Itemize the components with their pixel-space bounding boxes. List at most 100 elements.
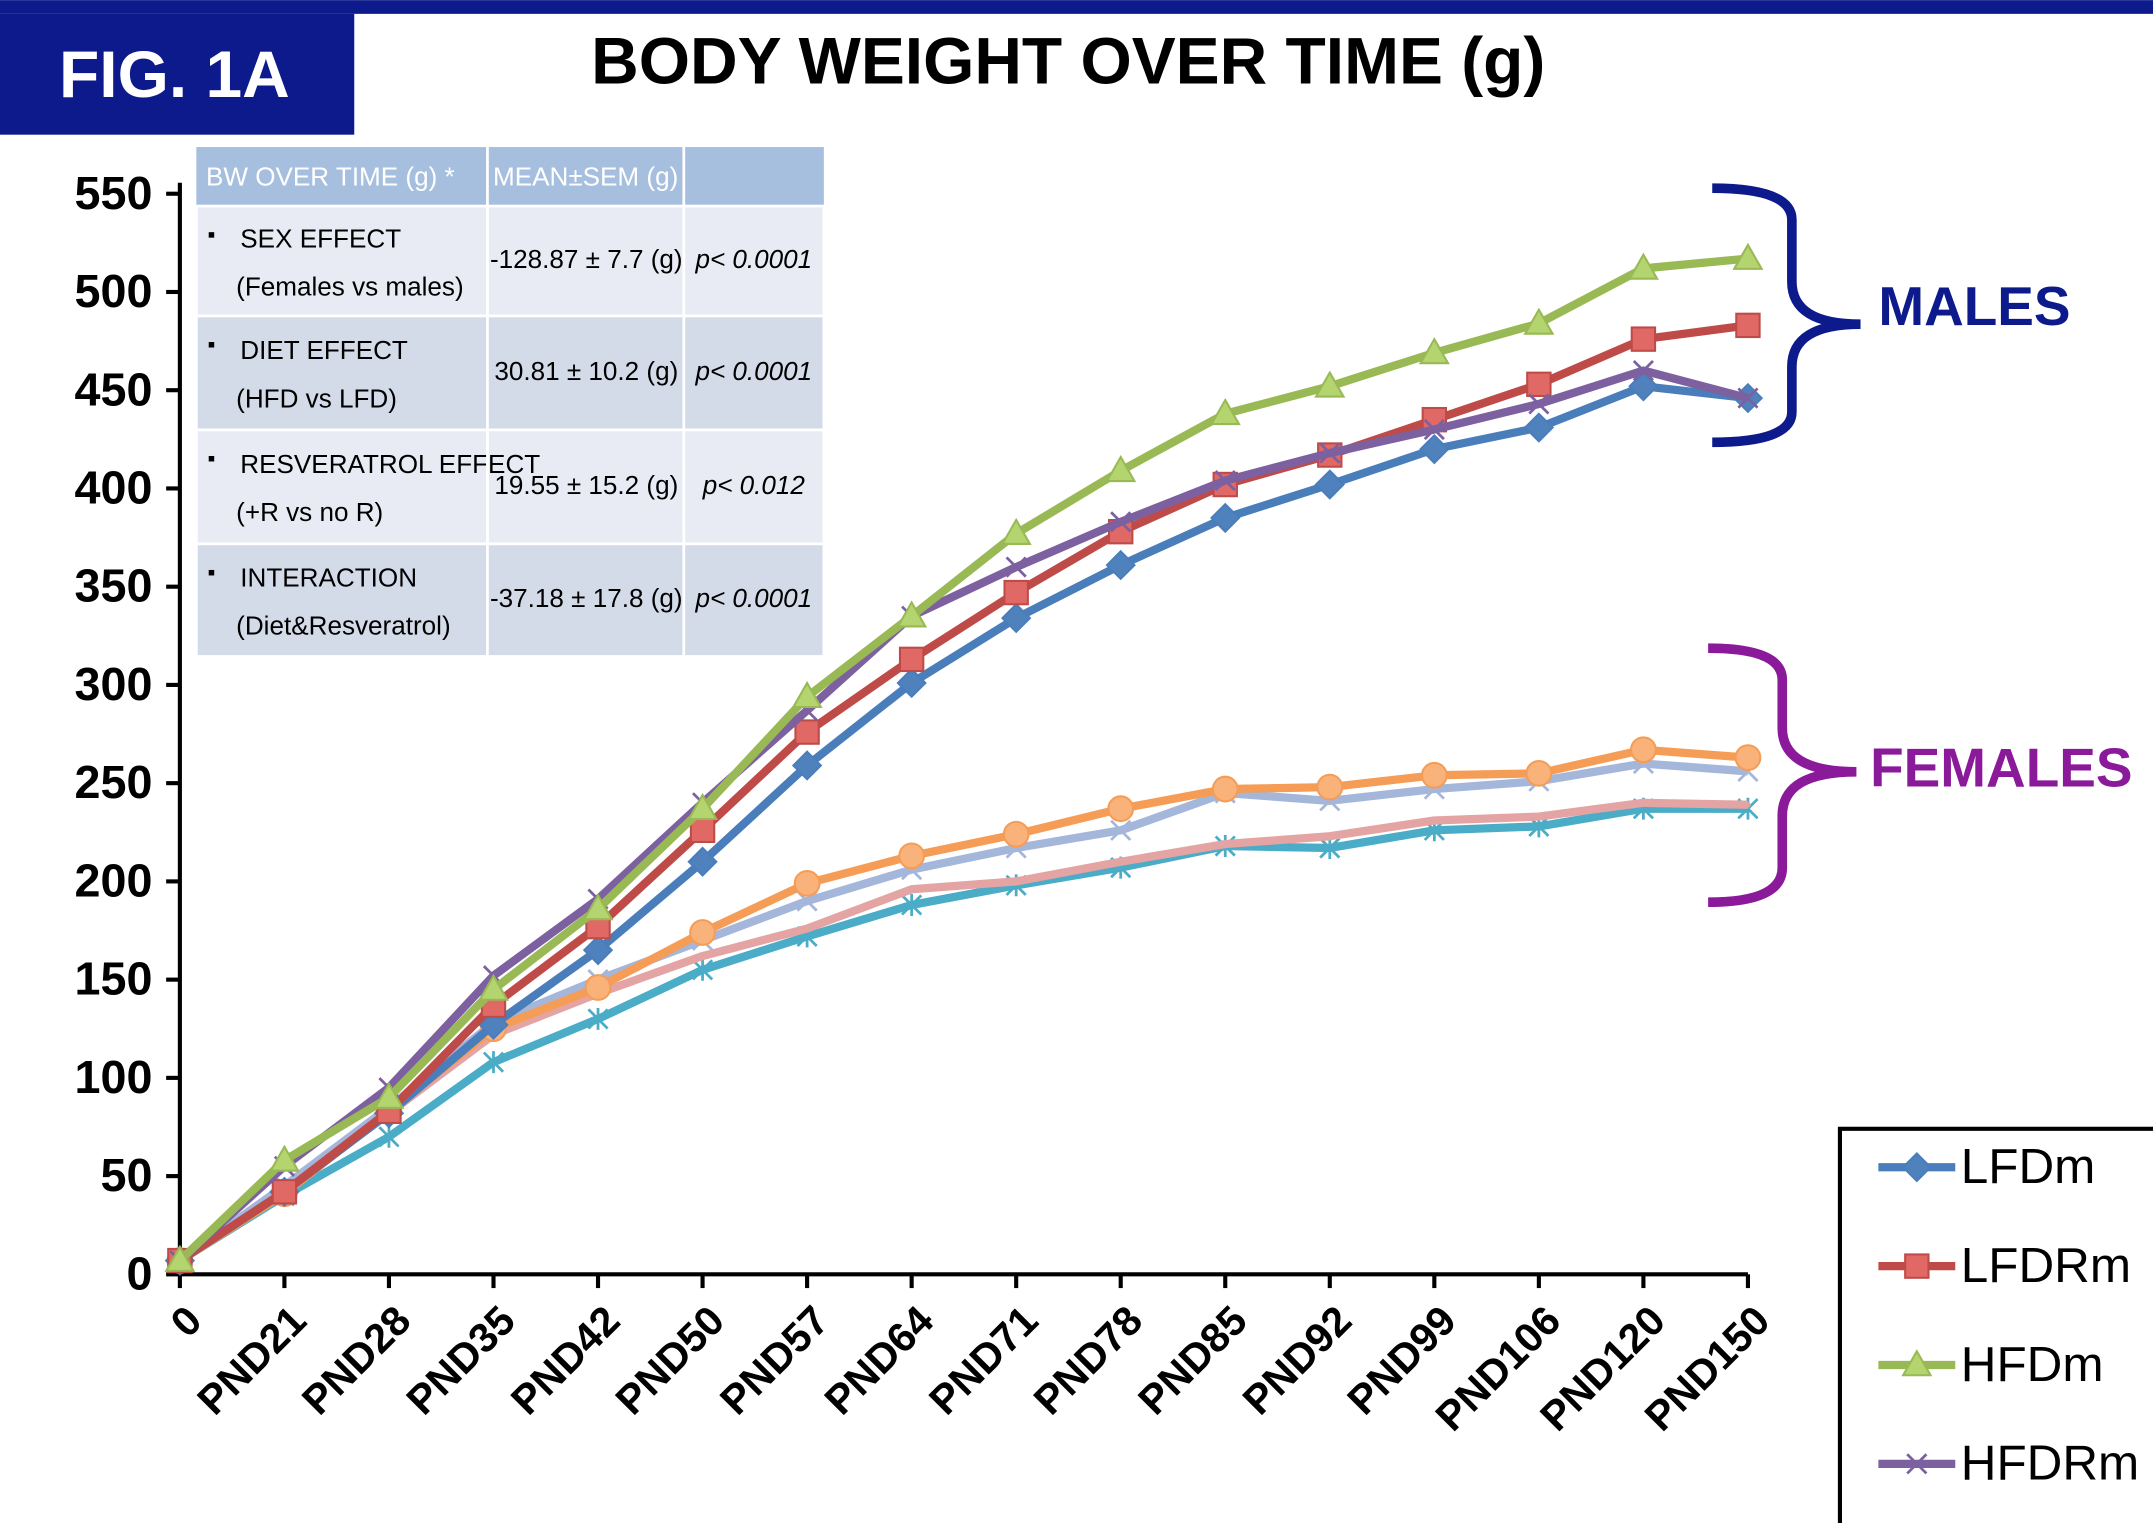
marker xyxy=(1525,759,1553,787)
table-header-cell: MEAN±SEM (g) xyxy=(493,162,678,192)
marker xyxy=(901,893,923,916)
marker xyxy=(1735,312,1761,339)
table-cell: -128.87 ± 7.7 (g) xyxy=(490,244,683,274)
marker xyxy=(1536,813,1542,820)
marker xyxy=(1003,579,1029,606)
marker xyxy=(1110,511,1132,533)
table-cell: p< 0.0001 xyxy=(694,583,812,613)
marker xyxy=(699,953,706,959)
y-tick-label: 300 xyxy=(75,658,153,710)
series-line xyxy=(177,759,1749,1264)
series-line xyxy=(177,366,1749,1264)
marker xyxy=(793,869,821,897)
marker xyxy=(1419,433,1450,465)
x-tick-label: PND28 xyxy=(293,1297,419,1423)
y-tick-label: 150 xyxy=(75,953,153,1005)
table-cell: (HFD vs LFD) xyxy=(236,383,397,413)
marker xyxy=(1107,795,1135,823)
x-tick-label: PND21 xyxy=(189,1297,315,1423)
marker xyxy=(1906,1453,1928,1475)
y-tick-label: 550 xyxy=(75,167,153,219)
marker xyxy=(1630,736,1657,764)
marker xyxy=(794,719,820,745)
table-row-bg xyxy=(194,428,826,546)
table-cell: p< 0.012 xyxy=(702,470,806,500)
stats-table: BW OVER TIME (g) * MEAN±SEM (g) SEX EFFECT… xyxy=(194,147,826,658)
x-tick-label: PND42 xyxy=(502,1297,628,1423)
plot-area xyxy=(164,242,1764,1276)
females-label: FEMALES xyxy=(1870,736,2132,798)
marker xyxy=(1737,387,1759,409)
marker xyxy=(1319,837,1341,859)
y-tick-label: 100 xyxy=(75,1051,153,1103)
x-tick-label: 0 xyxy=(162,1297,211,1346)
marker xyxy=(1627,252,1659,280)
marker xyxy=(791,680,823,709)
marker xyxy=(1214,470,1236,492)
table-cell: 30.81 ± 10.2 (g) xyxy=(494,356,678,386)
marker xyxy=(582,893,614,921)
marker xyxy=(1523,307,1555,335)
males-label: MALES xyxy=(1878,275,2070,337)
marker xyxy=(1632,359,1654,382)
legend-box xyxy=(1837,1126,2153,1523)
x-tick-label: PND50 xyxy=(607,1297,733,1423)
table-cell: DIET EFFECT xyxy=(240,335,408,365)
y-tick-label: 250 xyxy=(75,756,153,808)
y-tick-label: 350 xyxy=(75,560,153,612)
marker xyxy=(1901,1349,1933,1377)
marker xyxy=(1904,1253,1930,1279)
bullet xyxy=(208,455,215,462)
series-line xyxy=(177,321,1749,1265)
legend-label: HFDRm xyxy=(1961,1436,2139,1491)
bullet xyxy=(208,342,215,348)
x-tick-label: PND64 xyxy=(816,1297,942,1423)
table-cell: p< 0.0001 xyxy=(694,356,812,386)
fig-label: FIG. 1A xyxy=(59,37,290,111)
marker xyxy=(1640,800,1647,806)
marker xyxy=(1013,878,1019,885)
table-row-bg xyxy=(194,542,826,658)
marker xyxy=(1002,820,1030,848)
marker xyxy=(271,1179,298,1205)
series-line xyxy=(177,254,1749,1264)
marker xyxy=(1210,502,1241,534)
marker xyxy=(1526,371,1552,398)
marker xyxy=(373,1081,405,1109)
marker xyxy=(1418,337,1450,365)
marker xyxy=(1110,819,1132,841)
marker xyxy=(1117,859,1124,865)
y-tick-label: 400 xyxy=(75,462,153,514)
marker xyxy=(584,974,612,1001)
table-cell: (Females vs males) xyxy=(236,271,464,301)
top-banner xyxy=(0,0,2153,14)
marker xyxy=(1005,556,1027,578)
x-tick-label: PND78 xyxy=(1025,1297,1151,1423)
series-line xyxy=(177,382,1749,1265)
marker xyxy=(689,919,716,946)
table-cell: SEX EFFECT xyxy=(240,223,401,253)
marker xyxy=(896,667,927,699)
bullet xyxy=(208,232,215,238)
table-header-cell: BW OVER TIME (g) * xyxy=(206,162,455,192)
table-cell: 19.55 ± 15.2 (g) xyxy=(494,470,678,500)
marker xyxy=(691,958,714,981)
marker xyxy=(804,925,810,932)
marker xyxy=(1209,397,1241,426)
marker xyxy=(1319,442,1341,464)
marker xyxy=(1000,517,1032,545)
marker xyxy=(1628,371,1659,402)
males-brace xyxy=(1712,183,1861,448)
y-tick-label: 500 xyxy=(75,265,153,317)
marker xyxy=(908,886,915,893)
marker xyxy=(898,646,925,673)
fig-label-box xyxy=(0,13,355,135)
y-tick-label: 0 xyxy=(126,1247,152,1299)
marker xyxy=(378,1125,400,1148)
marker xyxy=(687,792,719,821)
chart-title: BODY WEIGHT OVER TIME (g) xyxy=(591,23,1545,97)
marker xyxy=(1732,242,1764,270)
marker xyxy=(687,846,718,877)
table-cell: -37.18 ± 17.8 (g) xyxy=(490,583,683,613)
